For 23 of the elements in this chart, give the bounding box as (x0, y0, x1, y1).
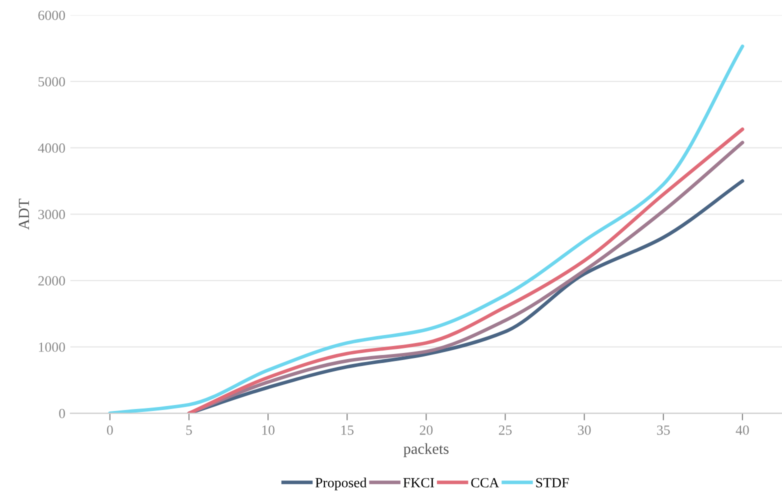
legend-label: FKCI (403, 478, 434, 488)
legend-label: STDF (536, 478, 569, 488)
x-tick-label: 5 (186, 426, 192, 435)
x-tick-label: 20 (420, 425, 433, 435)
legend-label: CCA (471, 478, 500, 488)
y-tick-label: 3000 (38, 210, 65, 220)
x-tick-label: 35 (657, 426, 670, 435)
x-tick-label: 0 (106, 425, 113, 435)
y-tick-label: 5000 (38, 77, 65, 86)
x-axis-title: packets (404, 443, 449, 458)
y-tick-label: 0 (59, 408, 65, 418)
x-tick-label: 15 (341, 426, 354, 435)
y-tick-label: 6000 (38, 10, 65, 20)
legend-label: Proposed (315, 478, 367, 490)
y-axis-title: ADT (18, 198, 29, 230)
y-tick-label: 2000 (38, 276, 65, 286)
y-tick-label: 1000 (38, 342, 65, 352)
x-tick-label: 25 (498, 426, 512, 435)
x-tick-label: 30 (578, 425, 591, 435)
x-tick-label: 40 (736, 425, 749, 435)
line-series (108, 44, 744, 414)
y-tick-label: 4000 (38, 143, 65, 153)
x-tick-label: 10 (262, 425, 274, 435)
